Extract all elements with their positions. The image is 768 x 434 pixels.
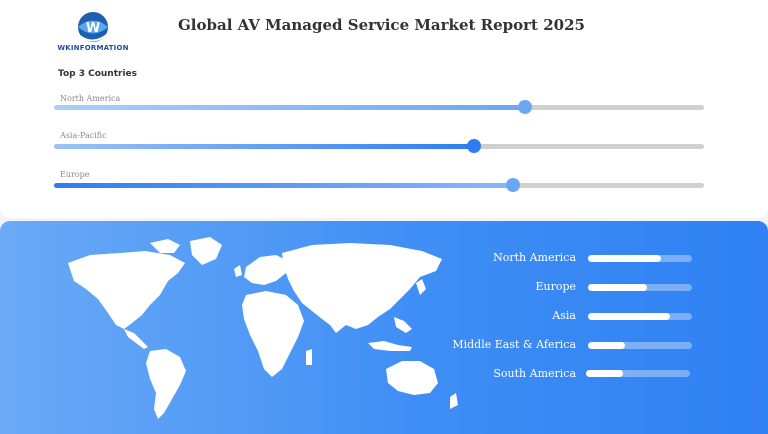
header-panel: W WKINFORMATION Global AV Managed Servic… — [0, 0, 768, 218]
region-bar-middle-east-africa — [588, 342, 692, 349]
slider-fill — [54, 183, 513, 188]
country-label-north-america: North America — [60, 94, 121, 103]
region-label-south-america: South America — [493, 367, 576, 380]
page-title: Global AV Managed Service Market Report … — [178, 16, 585, 34]
country-label-europe: Europe — [60, 170, 90, 179]
region-bar-fill — [588, 255, 661, 262]
svg-text:W: W — [86, 21, 100, 36]
section-heading: Top 3 Countries — [58, 69, 137, 79]
region-bar-fill — [586, 370, 624, 377]
region-label-asia: Asia — [552, 309, 576, 322]
world-map — [68, 237, 458, 419]
globe-logo-icon: W — [78, 12, 109, 42]
region-label-europe: Europe — [535, 280, 576, 293]
region-bar-asia — [588, 313, 692, 320]
slider-fill — [54, 105, 526, 110]
country-slider-asia-pacific[interactable] — [54, 139, 704, 153]
slider-knob[interactable] — [505, 178, 520, 192]
country-label-asia-pacific: Asia-Pacific — [60, 131, 107, 140]
brand-logo: W WKINFORMATION — [54, 10, 132, 56]
regional-panel: North America Europe Asia Middle East & … — [0, 221, 768, 434]
region-bar-north-america — [588, 255, 692, 262]
region-label-middle-east-africa: Middle East & Aferica — [452, 338, 576, 351]
slider-knob[interactable] — [466, 139, 481, 153]
region-bar-europe — [588, 284, 692, 291]
region-bar-fill — [588, 284, 648, 291]
country-slider-europe[interactable] — [54, 178, 704, 192]
region-bar-fill — [588, 342, 626, 349]
logo-text: WKINFORMATION — [57, 44, 129, 52]
region-bar-fill — [588, 313, 671, 320]
region-label-north-america: North America — [493, 251, 576, 264]
country-slider-north-america[interactable] — [54, 100, 704, 114]
slider-fill — [54, 144, 474, 149]
slider-knob[interactable] — [518, 100, 533, 114]
region-bar-south-america — [586, 370, 690, 377]
